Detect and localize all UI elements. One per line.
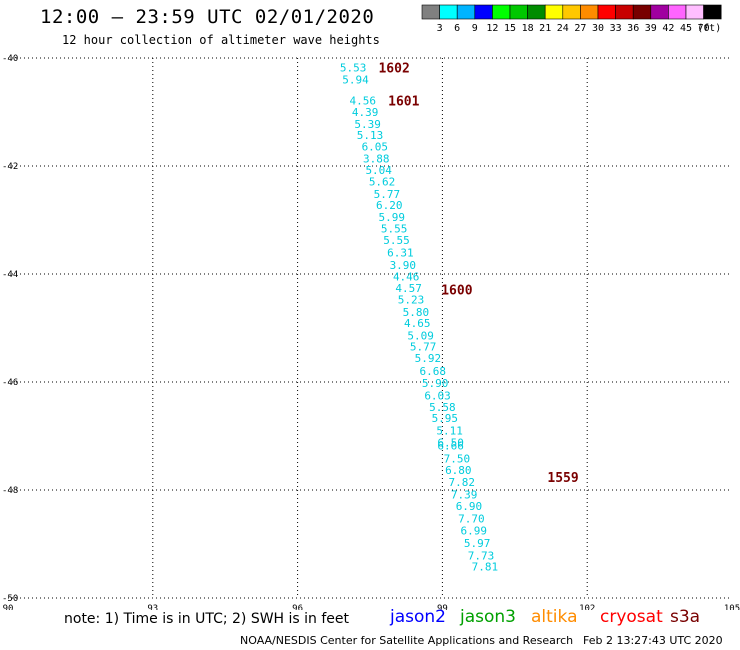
footnote: note: 1) Time is in UTC; 2) SWH is in fe…	[64, 611, 350, 627]
color-scale-label: 70	[698, 23, 710, 34]
swh-label: 5.94	[342, 74, 369, 87]
x-tick-label: 90	[3, 604, 14, 610]
swh-label: 5.77	[410, 340, 437, 353]
swh-label: 5.77	[374, 188, 401, 201]
satellite-legend-cryosat: cryosat	[600, 607, 663, 627]
swh-label: 5.09	[407, 330, 434, 343]
swh-label: 5.97	[464, 537, 491, 550]
swh-label: 5.53	[340, 62, 367, 75]
swh-label: 6.50	[437, 436, 464, 449]
satellite-legend-s3a: s3a	[670, 607, 701, 627]
swh-label: 6.80	[445, 464, 472, 477]
x-tick-label: 102	[579, 604, 595, 610]
time-label: 1601	[388, 95, 419, 110]
satellite-legend-jason2: jason2	[390, 607, 446, 627]
swh-label: 6.31	[387, 246, 414, 259]
swh-label: 7.82	[448, 476, 475, 489]
color-scale-label: 18	[522, 23, 534, 34]
y-tick-label: -42	[2, 162, 18, 172]
y-tick-label: -46	[2, 378, 18, 388]
satellite-legend-altika: altika	[531, 607, 578, 627]
color-scale-label: 33	[610, 23, 622, 34]
swh-label: 4.39	[352, 106, 379, 119]
time-label: 1600	[441, 284, 472, 299]
y-tick-label: -48	[2, 486, 18, 496]
swh-label: 6.68	[419, 365, 446, 378]
swh-label: 6.99	[461, 525, 488, 538]
swh-label: 5.90	[422, 377, 449, 390]
page-subtitle: 12 hour collection of altimeter wave hei…	[62, 33, 380, 47]
swh-label: 7.73	[468, 549, 495, 562]
color-swatch	[703, 4, 722, 20]
swh-label: 6.20	[376, 199, 403, 212]
x-tick-label: 96	[292, 604, 303, 610]
x-tick-label: 105	[724, 604, 740, 610]
swh-label: 5.23	[398, 293, 425, 306]
color-scale-label: 36	[627, 23, 639, 34]
swh-label: 5.95	[432, 412, 459, 425]
swh-label: 3.88	[363, 152, 390, 165]
swh-label: 5.80	[403, 306, 430, 319]
y-tick-label: -40	[2, 54, 18, 64]
color-scale-label: 27	[574, 23, 586, 34]
color-scale-label: 24	[557, 23, 569, 34]
swh-label: 6.03	[424, 390, 451, 403]
x-tick-label: 99	[437, 604, 448, 610]
swh-label: 3.90	[390, 259, 417, 272]
color-scale-legend: 3 6 9 12 15 18 21 24 27 30 33 36 39 42 45 70(ft)	[421, 4, 722, 34]
time-label: 1559	[547, 471, 578, 486]
x-tick-label: 93	[147, 604, 158, 610]
swh-label: 5.99	[378, 211, 405, 224]
swh-label: 5.55	[383, 234, 410, 247]
color-scale-label: 42	[662, 23, 674, 34]
swh-label: 5.62	[369, 176, 396, 189]
swh-label: 7.50	[444, 453, 471, 466]
swh-label: 6.90	[456, 500, 483, 513]
swh-label: 5.04	[365, 164, 392, 177]
swh-label: 4.46	[393, 271, 420, 284]
wave-height-plot: 90 93 96 99 102 105 -40 -42 -44 -46 -48 -50 5.535.94…	[2, 54, 740, 610]
swh-label: 6.05	[362, 141, 389, 154]
swh-label: 5.39	[354, 118, 381, 131]
page-title: 12:00 – 23:59 UTC 02/01/2020	[40, 6, 375, 28]
color-scale-label: 21	[539, 23, 551, 34]
swh-label: 4.65	[404, 317, 431, 330]
color-scale-label: 6	[454, 23, 460, 34]
color-scale-label: 15	[504, 23, 516, 34]
color-scale-label: 30	[592, 23, 604, 34]
swh-label: 6.66	[437, 440, 464, 453]
swh-label: 7.39	[451, 488, 478, 501]
swh-label: 4.56	[350, 95, 377, 108]
swh-label: 7.70	[458, 513, 485, 526]
satellite-legend-jason3: jason3	[460, 607, 516, 627]
swh-label: 4.57	[395, 282, 422, 295]
color-scale-label: 9	[472, 23, 478, 34]
y-tick-label: -50	[2, 594, 18, 604]
swh-label: 5.58	[429, 401, 456, 414]
time-label: 1602	[378, 62, 409, 77]
y-tick-label: -44	[2, 270, 18, 280]
swh-label: 5.11	[436, 425, 463, 438]
color-scale-label: 39	[645, 23, 657, 34]
swh-label: 5.92	[415, 352, 442, 365]
generated-timestamp: Feb 2 13:27:43 UTC 2020	[583, 634, 723, 647]
color-scale-label: 12	[486, 23, 498, 34]
swh-label: 5.55	[381, 223, 408, 236]
credit-line: NOAA/NESDIS Center for Satellite Applica…	[240, 634, 574, 647]
color-scale-label: 45	[680, 23, 692, 34]
color-scale-label: 3	[437, 23, 443, 34]
swh-label: 7.81	[472, 561, 499, 574]
swh-label: 5.13	[357, 129, 384, 142]
color-scale-unit: (ft)	[697, 23, 721, 34]
